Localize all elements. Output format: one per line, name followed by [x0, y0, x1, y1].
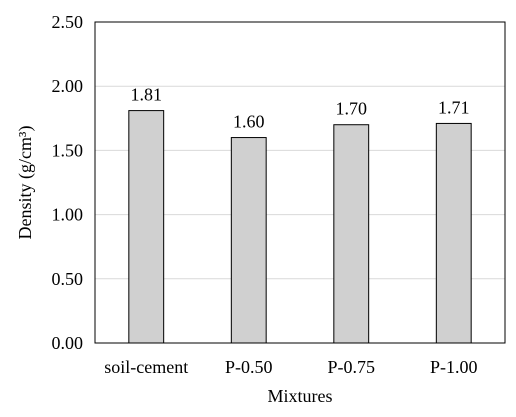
- y-tick-label: 1.50: [52, 140, 84, 160]
- y-tick-label: 2.00: [52, 76, 84, 96]
- bars: [128, 110, 472, 344]
- y-tick-label: 0.00: [52, 333, 84, 353]
- data-label: 1.70: [336, 99, 368, 119]
- y-tick-label: 0.50: [52, 269, 84, 289]
- x-tick-label: soil-cement: [104, 357, 188, 377]
- y-tick-labels: 0.00 0.50 1.00 1.50 2.00 2.50: [52, 12, 84, 353]
- y-tick-label: 2.50: [52, 12, 84, 32]
- x-axis-title: Mixtures: [268, 386, 333, 406]
- data-label: 1.71: [438, 97, 470, 117]
- data-label: 1.81: [131, 85, 163, 105]
- bar-P-1.00: [435, 122, 472, 344]
- y-tick-label: 1.00: [52, 205, 84, 225]
- y-axis-title: Density (g/cm³): [15, 126, 36, 240]
- x-tick-label: P-0.50: [225, 357, 273, 377]
- bar-soil-cement: [128, 110, 165, 344]
- data-labels: 1.81 1.60 1.70 1.71: [131, 85, 470, 132]
- data-label: 1.60: [233, 112, 265, 132]
- bar-P-0.50: [230, 137, 267, 344]
- x-tick-label: P-1.00: [430, 357, 478, 377]
- plot-frame: [94, 21, 506, 344]
- x-tick-label: P-0.75: [327, 357, 375, 377]
- x-tick-labels: soil-cement P-0.50 P-0.75 P-1.00: [104, 357, 477, 377]
- bar-P-0.75: [333, 124, 370, 344]
